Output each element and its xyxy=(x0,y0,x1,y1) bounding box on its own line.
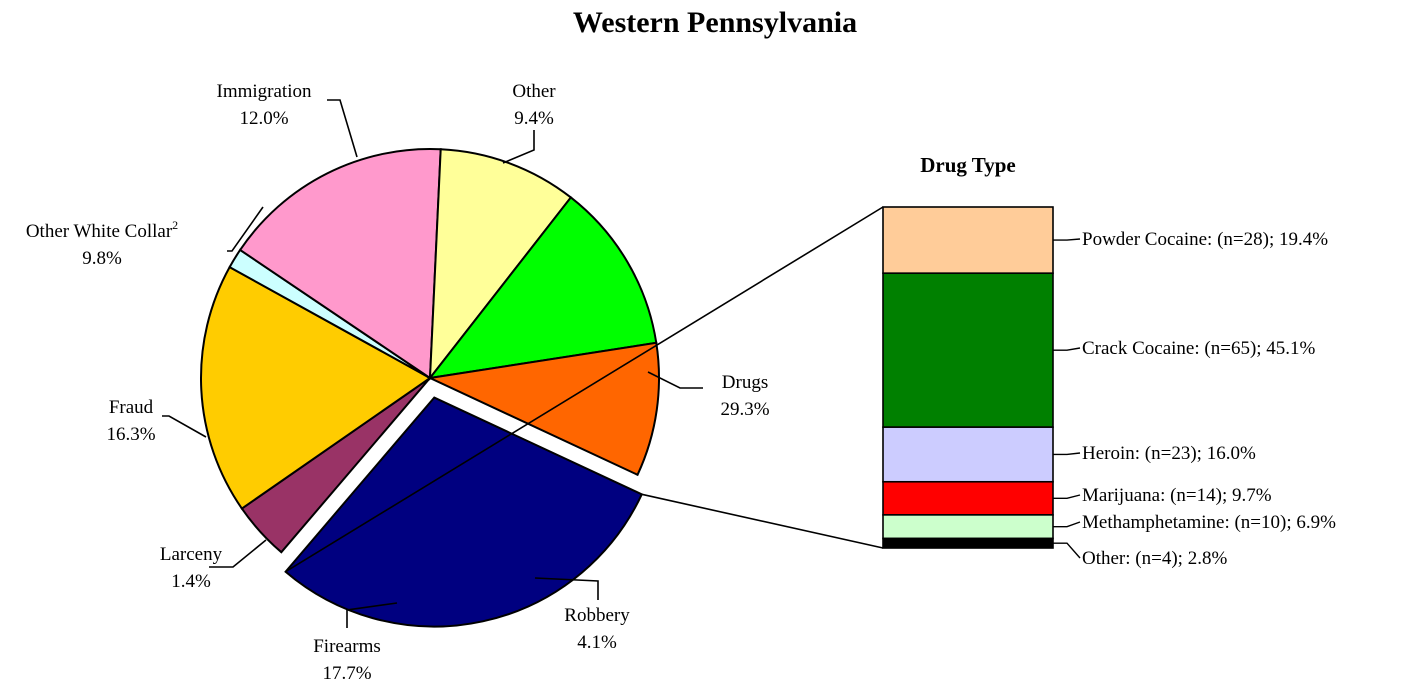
pie-chart: Drugs 29.3% Robbery 4.1% Firearms 17.7% Larcen… xyxy=(26,81,770,684)
pie-slice-drugs xyxy=(284,396,644,628)
bar-leader-crack-cocaine xyxy=(1053,347,1081,351)
pie-label-other-white-collar: Other White Collar2 xyxy=(26,218,178,242)
leader-line-robbery xyxy=(534,577,599,600)
leader-line-fraud xyxy=(162,415,207,438)
bar-leader-methamphetamine xyxy=(1053,521,1081,528)
pie-value-other-white-collar: 9.8% xyxy=(82,248,122,269)
pie-value-larceny: 1.4% xyxy=(171,571,211,592)
pie-slice-fraud xyxy=(238,148,442,380)
bar-segment-powder-cocaine xyxy=(882,206,1054,275)
pie-slice-other xyxy=(426,341,660,477)
pie-value-fraud: 16.3% xyxy=(106,424,155,445)
pie-value-other: 9.4% xyxy=(514,108,554,129)
bar-label-methamphetamine: Methamphetamine: (n=10); 6.9% xyxy=(1082,512,1336,533)
pie-value-drugs: 29.3% xyxy=(720,399,769,420)
pie-value-immigration: 12.0% xyxy=(239,108,288,129)
connector-line-bottom xyxy=(641,493,884,549)
bar-leader-powder-cocaine xyxy=(1053,238,1081,241)
leader-line-larceny xyxy=(209,539,267,568)
footnote-marker: 2 xyxy=(172,218,178,232)
leader-line-other xyxy=(502,130,535,164)
pie-slice-other-white-collar xyxy=(428,148,573,382)
pie-label-fraud: Fraud xyxy=(109,397,154,418)
bar-segment-heroin xyxy=(882,426,1054,483)
pie-label-larceny: Larceny xyxy=(160,544,223,565)
pie-label-drugs: Drugs xyxy=(722,372,768,393)
pie-value-firearms: 17.7% xyxy=(322,663,371,684)
bar-label-other: Other: (n=4); 2.8% xyxy=(1082,548,1227,569)
pie-slice-firearms xyxy=(200,265,432,510)
leader-line-other-white-collar xyxy=(227,206,264,252)
pie-label-robbery: Robbery xyxy=(564,605,630,626)
connector-line-top xyxy=(285,206,884,573)
bar-label-marijuana: Marijuana: (n=14); 9.7% xyxy=(1082,485,1272,506)
bar-segment-other xyxy=(882,537,1054,549)
pie-label-firearms: Firearms xyxy=(313,636,381,657)
bar-segment-methamphetamine xyxy=(882,514,1054,540)
bar-leader-marijuana xyxy=(1053,494,1081,500)
pie-slice-immigration xyxy=(427,196,658,380)
leader-line-immigration xyxy=(327,99,358,158)
explode-connector-lines xyxy=(285,206,884,573)
chart-title: Western Pennsylvania xyxy=(573,6,857,39)
bar-leader-heroin xyxy=(1053,452,1081,456)
bar-label-powder-cocaine: Powder Cocaine: (n=28); 19.4% xyxy=(1082,229,1328,250)
drug-type-stacked-bar: Powder Cocaine: (n=28); 19.4% Crack Cocai… xyxy=(882,206,1336,569)
bar-label-heroin: Heroin: (n=23); 16.0% xyxy=(1082,443,1256,464)
bar-leader-other xyxy=(1053,542,1081,559)
pie-value-robbery: 4.1% xyxy=(577,632,617,653)
drug-type-title: Drug Type xyxy=(920,153,1015,177)
bar-label-crack-cocaine: Crack Cocaine: (n=65); 45.1% xyxy=(1082,338,1316,359)
pie-label-other: Other xyxy=(512,81,556,102)
bar-segment-marijuana xyxy=(882,480,1054,516)
leader-line-firearms xyxy=(346,602,398,628)
pie-label-immigration: Immigration xyxy=(217,81,312,102)
leader-line-drugs xyxy=(647,371,703,389)
bar-segment-crack-cocaine xyxy=(882,272,1054,428)
